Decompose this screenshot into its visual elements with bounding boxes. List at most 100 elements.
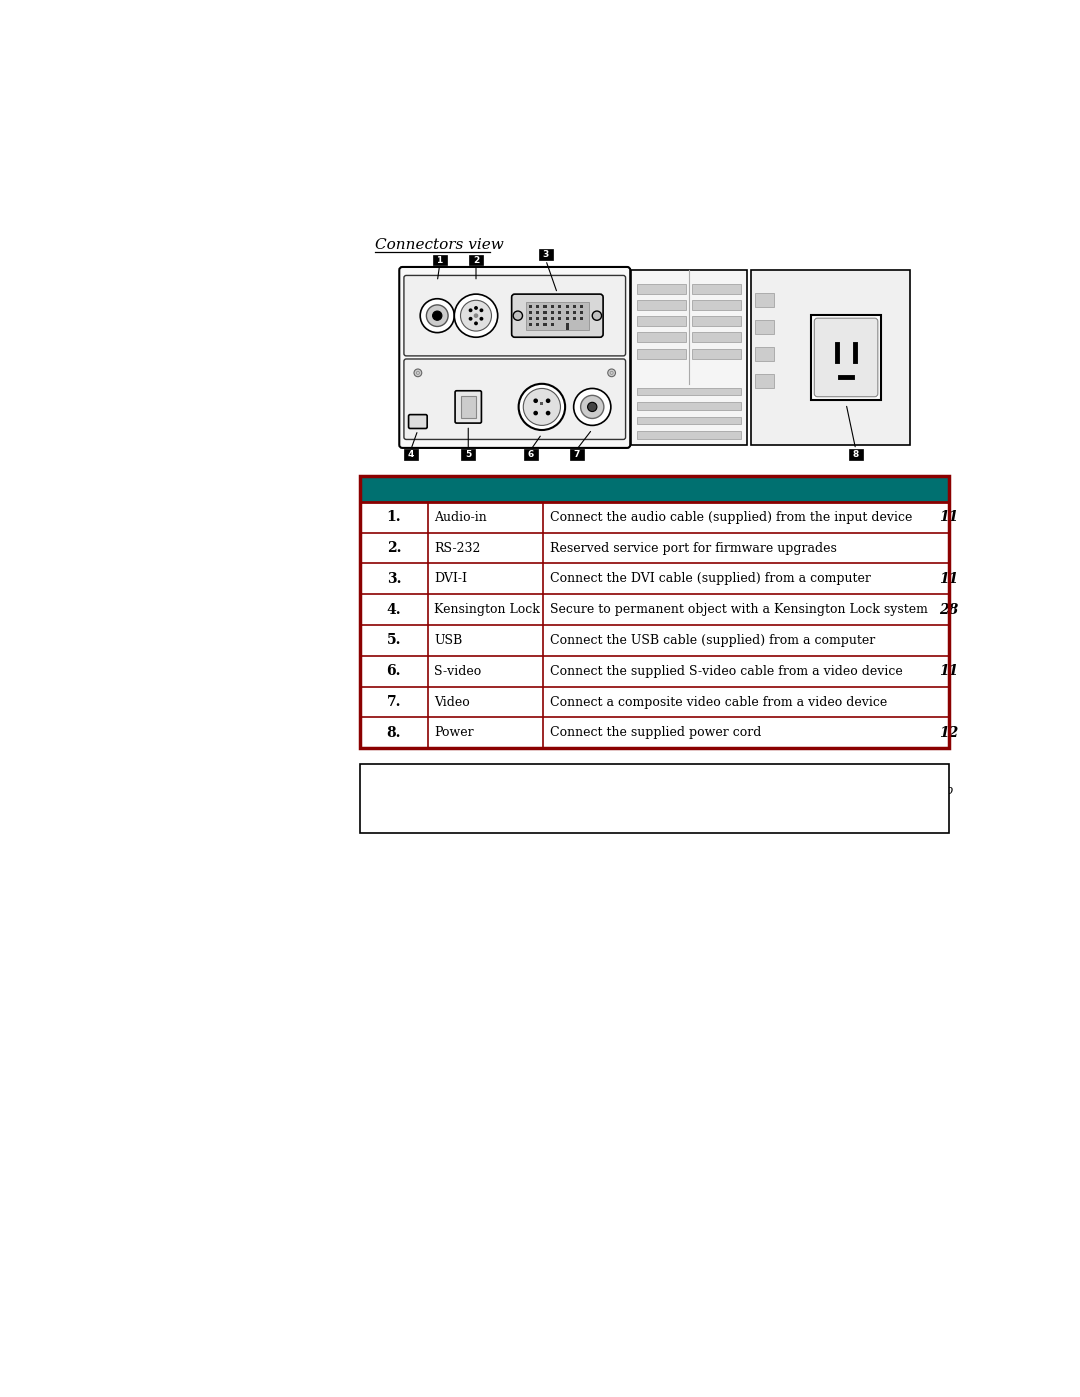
Text: SEE PAGE:: SEE PAGE: [915, 483, 982, 495]
Text: 3.: 3. [387, 571, 401, 585]
Text: Secure to permanent object with a Kensington Lock system: Secure to permanent object with a Kensin… [551, 604, 929, 616]
Circle shape [518, 384, 565, 430]
Bar [524, 450, 538, 460]
Bar [631, 270, 747, 444]
Bar [558, 305, 562, 307]
Bar [543, 323, 546, 327]
Text: 7: 7 [573, 450, 580, 460]
Circle shape [545, 411, 551, 415]
Circle shape [460, 300, 491, 331]
Bar [751, 270, 910, 444]
Circle shape [581, 395, 604, 419]
Text: If your video equipment has both S-video and RCA jacks (composite video) connect: If your video equipment has both S-video… [369, 784, 954, 831]
FancyBboxPatch shape [404, 359, 625, 440]
Bar [572, 312, 576, 314]
Bar [637, 284, 686, 293]
Text: Connect the DVI cable (supplied) from a computer: Connect the DVI cable (supplied) from a … [551, 573, 872, 585]
Bar [543, 317, 546, 320]
Bar [539, 249, 553, 260]
Bar [692, 300, 741, 310]
Bar [404, 450, 418, 460]
Bar [536, 317, 539, 320]
Bar [433, 254, 446, 265]
Text: 5.: 5. [387, 633, 401, 647]
Bar [551, 312, 554, 314]
Text: 12: 12 [940, 726, 958, 740]
FancyBboxPatch shape [404, 275, 625, 356]
Circle shape [480, 317, 484, 321]
Text: Reserved service port for firmware upgrades: Reserved service port for firmware upgra… [551, 542, 837, 555]
Circle shape [414, 369, 422, 377]
Bar [637, 416, 741, 425]
Bar [529, 312, 531, 314]
Text: DESCRIPTION: DESCRIPTION [700, 483, 792, 495]
Text: RS-232: RS-232 [434, 542, 481, 555]
Text: Audio-in: Audio-in [434, 511, 487, 524]
Bar [536, 312, 539, 314]
Bar [540, 402, 543, 405]
Text: 1: 1 [436, 256, 443, 264]
Text: Video: Video [434, 696, 470, 708]
Bar [755, 293, 774, 307]
Bar [551, 317, 554, 320]
Circle shape [474, 313, 478, 319]
Bar [637, 300, 686, 310]
Text: Connect the supplied power cord: Connect the supplied power cord [551, 726, 761, 739]
Circle shape [592, 312, 602, 320]
Bar [529, 305, 531, 307]
Text: Connectors view: Connectors view [375, 239, 504, 253]
Circle shape [534, 398, 538, 404]
Bar [558, 317, 562, 320]
Bar [536, 305, 539, 307]
Text: USB: USB [434, 634, 462, 647]
Text: 8.: 8. [387, 726, 401, 740]
Bar [692, 332, 741, 342]
Bar [637, 387, 741, 395]
Text: Connect the USB cable (supplied) from a computer: Connect the USB cable (supplied) from a … [551, 634, 876, 647]
Text: S-video: S-video [434, 665, 482, 678]
Bar [572, 305, 576, 307]
Bar [566, 305, 568, 307]
Circle shape [433, 312, 442, 320]
Text: 11: 11 [940, 571, 958, 585]
Bar [529, 323, 531, 327]
FancyBboxPatch shape [400, 267, 631, 448]
Text: Note:: Note: [369, 771, 407, 784]
Text: Power: Power [434, 726, 474, 739]
Circle shape [513, 312, 523, 320]
Bar [811, 316, 881, 400]
Text: 4.: 4. [387, 602, 401, 616]
Bar [570, 450, 583, 460]
Text: 11: 11 [940, 510, 958, 524]
Bar [566, 323, 568, 330]
Bar [543, 305, 546, 307]
Bar [572, 317, 576, 320]
Bar [460, 397, 476, 418]
FancyBboxPatch shape [455, 391, 482, 423]
Bar [637, 316, 686, 327]
Bar [755, 374, 774, 388]
Bar [580, 317, 583, 320]
Bar [469, 254, 483, 265]
Bar [526, 302, 590, 330]
Circle shape [480, 309, 484, 312]
Text: LABEL: LABEL [464, 483, 507, 495]
Bar [461, 450, 475, 460]
Text: 6: 6 [528, 450, 535, 460]
Circle shape [524, 388, 561, 426]
Bar [755, 346, 774, 360]
Circle shape [534, 411, 538, 415]
Circle shape [474, 306, 478, 310]
Text: DVI-I: DVI-I [434, 573, 468, 585]
Text: 2.: 2. [387, 541, 401, 555]
Bar [637, 332, 686, 342]
Text: 28: 28 [940, 602, 958, 616]
Text: Connect a composite video cable from a video device: Connect a composite video cable from a v… [551, 696, 888, 708]
Bar [551, 305, 554, 307]
FancyBboxPatch shape [408, 415, 428, 429]
Bar [580, 312, 583, 314]
Bar [360, 475, 948, 502]
Bar [360, 475, 948, 749]
Text: Connect the audio cable (supplied) from the input device: Connect the audio cable (supplied) from … [551, 511, 913, 524]
Bar [580, 305, 583, 307]
